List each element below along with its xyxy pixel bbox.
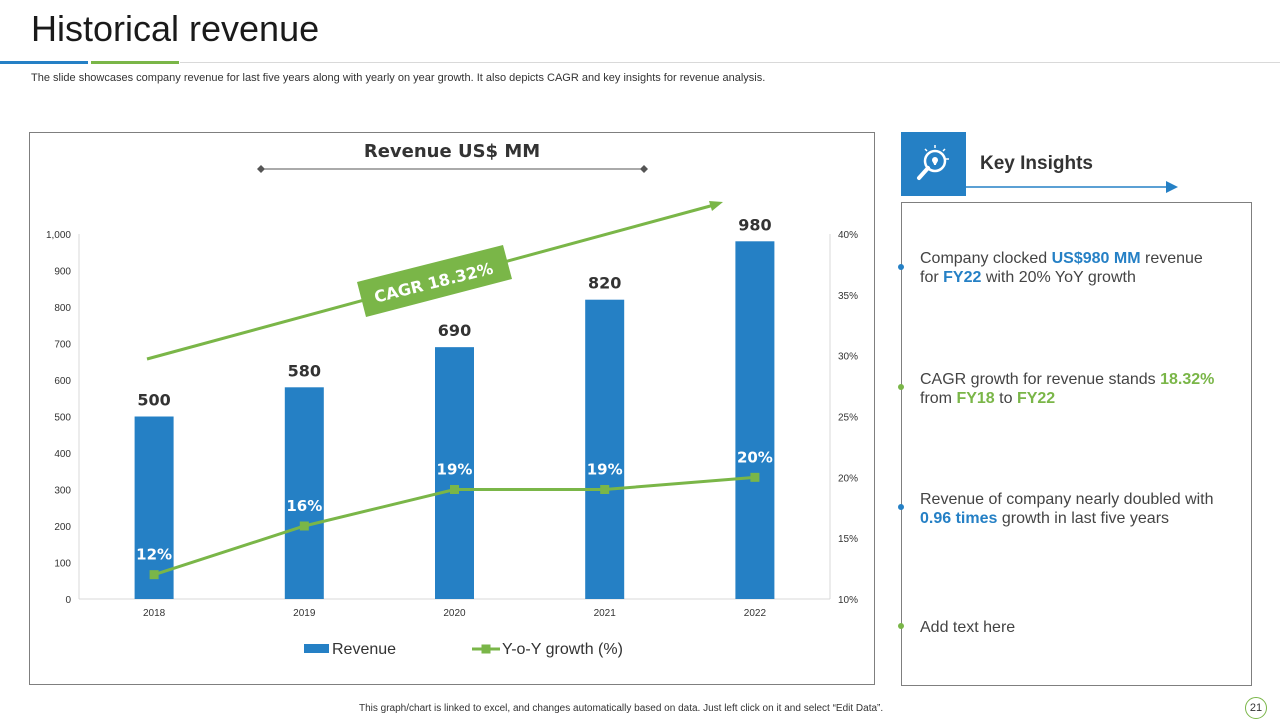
insight-3-text-1: Revenue of company nearly doubled with <box>920 491 1214 508</box>
insight-bullet-3 <box>898 504 904 510</box>
y-left-tick-label: 900 <box>54 267 71 278</box>
y-right-tick-label: 20% <box>838 473 858 484</box>
revenue-bar <box>435 347 474 599</box>
insight-2-text-3: from <box>920 390 957 407</box>
insight-bullet-1 <box>898 264 904 270</box>
insight-2-text-2: 18.32% <box>1160 371 1215 388</box>
growth-point <box>299 521 309 531</box>
growth-point <box>750 472 760 482</box>
footer-note: This graph/chart is linked to excel, and… <box>359 703 884 714</box>
y-left-tick-label: 200 <box>54 522 71 533</box>
x-tick-label: 2021 <box>594 608 617 619</box>
growth-point <box>600 485 610 494</box>
growth-label: 19% <box>587 461 623 479</box>
insight-2-text-6: FY22 <box>1016 390 1056 407</box>
revenue-bar-label: 500 <box>137 391 170 410</box>
y-left-tick-label: 800 <box>54 303 71 314</box>
growth-label: 20% <box>737 448 773 466</box>
chart-title-rule-right-cap <box>640 165 648 173</box>
insight-bullet-4 <box>898 623 904 629</box>
page-subtitle: The slide showcases company revenue for … <box>31 72 766 84</box>
growth-label: 12% <box>136 546 172 564</box>
page-number: 21 <box>1245 697 1267 719</box>
y-right-tick-label: 15% <box>838 534 858 545</box>
legend-growth-marker <box>481 644 491 654</box>
insight-3-text-2: 0.96 times <box>920 510 998 527</box>
y-right-tick-label: 25% <box>838 413 858 424</box>
growth-label: 19% <box>437 461 473 479</box>
revenue-bar <box>134 416 174 599</box>
revenue-bar <box>284 387 324 599</box>
insight-3-text-3: growth in last five years <box>997 510 1170 527</box>
insight-bullet-2 <box>898 384 904 390</box>
y-left-tick-label: 1,000 <box>46 230 71 241</box>
x-tick-label: 2020 <box>443 608 466 619</box>
y-left-tick-label: 400 <box>54 449 71 460</box>
x-tick-label: 2018 <box>143 608 166 619</box>
revenue-bar-label: 690 <box>438 321 471 340</box>
y-right-tick-label: 40% <box>838 230 858 241</box>
insight-2-text-5: to <box>994 390 1017 407</box>
insight-1-text-2: US$980 MM <box>1051 250 1141 267</box>
insight-item-1: Company clocked US$980 MM revenue for FY… <box>920 249 1220 287</box>
y-left-tick-label: 600 <box>54 376 71 387</box>
insight-item-3: Revenue of company nearly doubled with 0… <box>920 490 1220 528</box>
revenue-chart-frame[interactable] <box>29 132 875 685</box>
y-right-tick-label: 35% <box>838 291 858 302</box>
y-left-tick-label: 700 <box>54 340 71 351</box>
cagr-arrow-head <box>709 201 723 211</box>
page-title: Historical revenue <box>31 8 320 49</box>
insights-arrow <box>966 181 1178 193</box>
lightbulb-magnifier-icon <box>917 145 949 180</box>
title-accent-blue <box>0 61 88 64</box>
insight-1-text-4: FY22 <box>943 269 982 286</box>
y-left-tick-label: 100 <box>54 559 71 570</box>
y-left-tick-label: 500 <box>54 413 71 424</box>
revenue-bar-label: 820 <box>588 274 621 293</box>
title-divider <box>180 62 1280 63</box>
insight-1-text-3: revenue for <box>920 250 1203 286</box>
growth-point <box>450 485 459 494</box>
insights-heading: Key Insights <box>980 153 1093 174</box>
chart-title-rule-left-cap <box>257 165 265 173</box>
y-left-tick-label: 300 <box>54 486 71 497</box>
legend-growth-label: Y-o-Y growth (%) <box>502 641 623 658</box>
y-right-tick-label: 10% <box>838 595 858 606</box>
insights-panel <box>901 202 1252 686</box>
insight-1-text-1: Company clocked <box>920 250 1052 267</box>
revenue-bar-label: 980 <box>738 215 771 234</box>
insights-icon-box <box>901 132 966 196</box>
insight-4-text-1: Add text here <box>920 619 1016 636</box>
legend-revenue-label: Revenue <box>332 641 396 658</box>
insight-item-2: CAGR growth for revenue stands 18.32% fr… <box>920 370 1220 408</box>
title-accent-green <box>91 61 179 64</box>
insight-item-4: Add text here <box>920 618 1220 637</box>
x-tick-label: 2019 <box>293 608 316 619</box>
legend-revenue-swatch <box>304 644 329 653</box>
insight-2-text-4: FY18 <box>956 390 995 407</box>
growth-label: 16% <box>286 497 322 515</box>
cagr-badge <box>357 245 512 317</box>
chart-title: Revenue US$ MM <box>364 141 540 162</box>
growth-point <box>149 570 159 580</box>
y-left-tick-label: 0 <box>65 595 71 606</box>
insight-2-text-1: CAGR growth for revenue stands <box>920 371 1161 388</box>
revenue-bar <box>735 241 775 600</box>
revenue-bar-label: 580 <box>288 361 321 380</box>
insight-1-text-5: with 20% YoY growth <box>981 269 1136 286</box>
y-right-tick-label: 30% <box>838 352 858 363</box>
x-tick-label: 2022 <box>744 608 767 619</box>
revenue-bar <box>585 299 625 599</box>
